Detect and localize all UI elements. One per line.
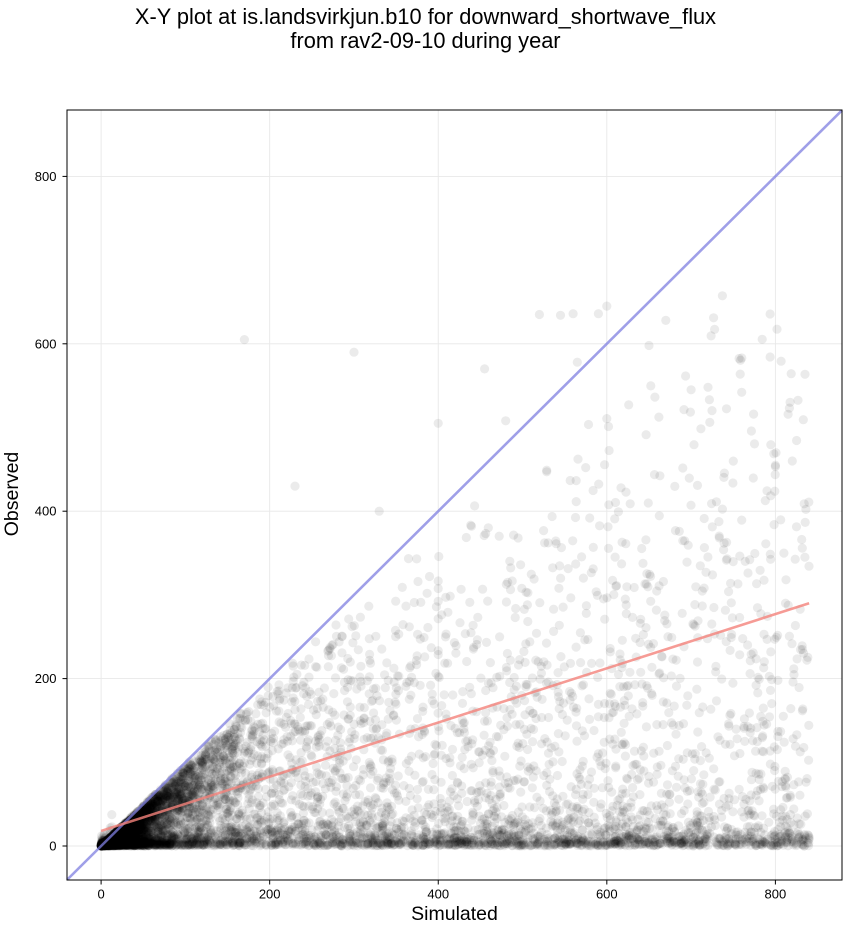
svg-text:0: 0 bbox=[97, 887, 104, 902]
svg-text:800: 800 bbox=[35, 169, 57, 184]
svg-text:800: 800 bbox=[765, 887, 787, 902]
svg-text:400: 400 bbox=[35, 504, 57, 519]
svg-text:0: 0 bbox=[49, 839, 56, 854]
svg-text:200: 200 bbox=[259, 887, 281, 902]
svg-text:600: 600 bbox=[35, 336, 57, 351]
svg-text:400: 400 bbox=[427, 887, 449, 902]
svg-text:200: 200 bbox=[35, 671, 57, 686]
svg-text:600: 600 bbox=[596, 887, 618, 902]
